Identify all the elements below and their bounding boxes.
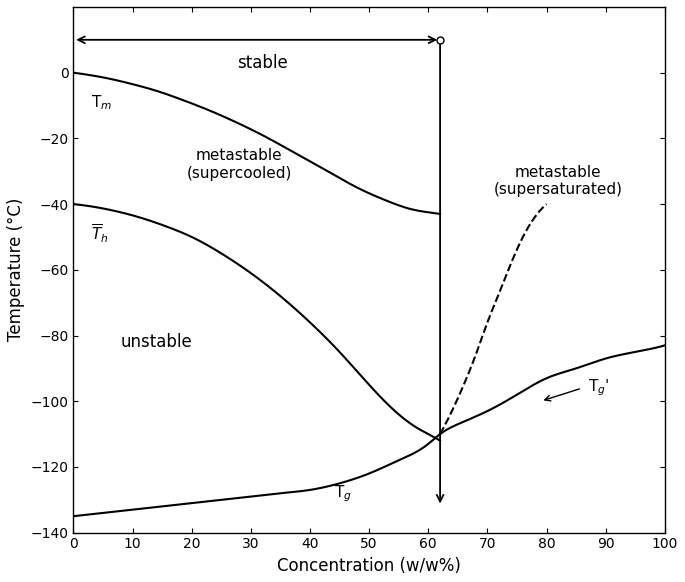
Text: T$_m$: T$_m$ [91, 93, 112, 112]
Y-axis label: Temperature (°C): Temperature (°C) [7, 198, 25, 342]
Text: metastable
(supercooled): metastable (supercooled) [186, 148, 292, 181]
Text: T$_g$': T$_g$' [588, 378, 610, 398]
X-axis label: Concentration (w/w%): Concentration (w/w%) [277, 557, 461, 575]
Text: unstable: unstable [121, 333, 192, 351]
Text: metastable
(supersaturated): metastable (supersaturated) [494, 165, 623, 197]
Text: $\overline{T}_h$: $\overline{T}_h$ [91, 222, 109, 245]
Text: T$_g$: T$_g$ [334, 483, 351, 503]
Text: stable: stable [237, 54, 288, 72]
